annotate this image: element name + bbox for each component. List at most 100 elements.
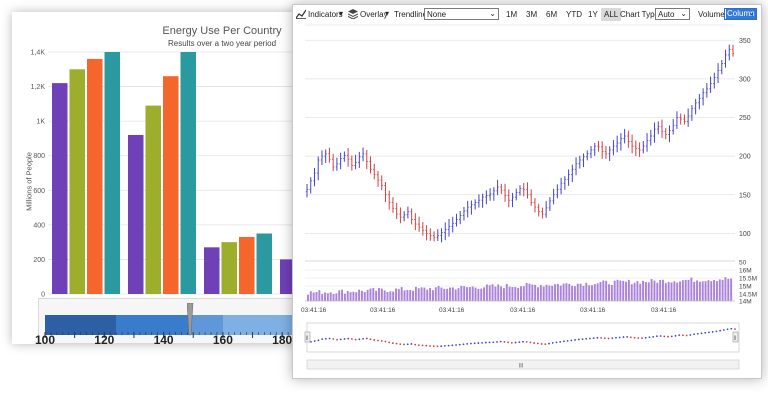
navigator-point xyxy=(391,342,394,344)
volume-bar xyxy=(480,288,483,301)
bar-chart: 0 200 400 600 800 1K 1,2K 1,4K xyxy=(31,50,298,299)
indicators-dropdown-icon[interactable]: ▾ xyxy=(339,9,344,18)
navigator-point xyxy=(559,340,562,343)
overlay-dropdown-icon[interactable]: ▾ xyxy=(385,9,390,18)
volume-bar xyxy=(556,283,559,301)
navigator-point xyxy=(730,327,733,330)
volume-bar xyxy=(571,285,574,301)
volume-bar xyxy=(477,288,480,301)
volume-bar xyxy=(656,282,659,301)
bar xyxy=(145,105,161,294)
volume-bar xyxy=(352,291,355,301)
navigator-point xyxy=(525,340,528,343)
range-button-1m[interactable]: 1M xyxy=(506,10,518,19)
bar xyxy=(239,236,255,294)
navigator-point xyxy=(708,331,710,334)
navigator-point xyxy=(529,341,532,344)
volume-bar xyxy=(622,280,625,301)
range-button-ytd[interactable]: YTD xyxy=(566,10,582,19)
y-tick-label: 800 xyxy=(33,153,45,160)
volume-bar xyxy=(420,287,423,301)
navigator-point xyxy=(328,337,331,340)
range-button-6m[interactable]: 6M xyxy=(546,10,558,19)
range-button-3m[interactable]: 3M xyxy=(526,10,538,19)
navigator-point xyxy=(343,338,346,340)
navigator-point xyxy=(618,336,621,339)
navigator-point xyxy=(503,341,506,343)
volume-bar xyxy=(488,285,491,301)
price-tick-label: 150 xyxy=(739,192,751,199)
navigator-scrollbar[interactable] xyxy=(306,359,740,370)
range-button-1y[interactable]: 1Y xyxy=(588,10,598,19)
bar xyxy=(52,83,68,294)
navigator-point xyxy=(667,335,669,338)
navigator-point xyxy=(321,338,324,340)
overlay-button[interactable]: Overlay xyxy=(360,10,388,19)
volume-bar xyxy=(713,280,716,301)
volume-bar xyxy=(335,293,338,301)
gauge-pointer[interactable] xyxy=(187,303,197,337)
volume-bar xyxy=(307,294,309,301)
price-tick-label: 200 xyxy=(739,154,751,161)
volume-bar xyxy=(554,284,557,301)
volume-bar xyxy=(375,290,378,301)
volume-bar xyxy=(582,285,585,301)
volume-bar xyxy=(730,278,733,301)
volume-bar xyxy=(505,284,508,301)
navigator-point xyxy=(499,340,502,343)
chart-type-select[interactable]: Auto ⌄ xyxy=(655,8,690,20)
volume-bar xyxy=(559,285,562,301)
volume-bar xyxy=(389,291,392,301)
y-tick-label: 200 xyxy=(33,257,45,264)
navigator-point xyxy=(462,343,465,346)
overlay-icon[interactable] xyxy=(348,9,358,19)
volume-bar xyxy=(451,287,454,301)
volume-bar xyxy=(534,284,537,301)
navigator-right-handle-glyph: ‖ xyxy=(734,336,736,342)
navigator-point xyxy=(403,343,405,346)
navigator-point xyxy=(611,337,614,340)
indicators-icon[interactable] xyxy=(296,9,306,19)
volume-bar xyxy=(608,284,610,301)
volume-bar xyxy=(366,289,369,301)
navigator-left-handle[interactable] xyxy=(304,331,311,343)
navigator-point xyxy=(633,336,636,339)
chevron-down-icon: ⌄ xyxy=(748,8,755,17)
navigator-point xyxy=(696,332,699,335)
volume-bar xyxy=(309,291,312,301)
volume-bar xyxy=(500,286,503,301)
navigator-point xyxy=(455,344,457,346)
linear-gauge[interactable]: 100 120 140 160 180 xyxy=(35,298,298,344)
volume-bar xyxy=(670,282,673,301)
volume-bar xyxy=(676,282,679,301)
volume-bar xyxy=(449,287,451,301)
navigator-point xyxy=(473,342,476,345)
navigator-point xyxy=(347,337,350,340)
trendline-select[interactable]: None ⌄ xyxy=(424,8,499,20)
volume-bar xyxy=(693,281,696,301)
volume-bar xyxy=(338,290,341,301)
navigator-right-handle[interactable] xyxy=(732,331,739,343)
indicators-button[interactable]: Indicators xyxy=(308,10,343,19)
navigator-point xyxy=(470,342,472,345)
navigator-point xyxy=(607,337,610,340)
navigator-point xyxy=(689,334,692,336)
navigator-point xyxy=(406,343,409,346)
volume-bar xyxy=(463,286,466,301)
volume-bar xyxy=(324,292,326,301)
navigator-point xyxy=(369,338,372,341)
volume-bar xyxy=(579,283,582,301)
navigator-point xyxy=(324,337,327,340)
navigator-point xyxy=(641,337,643,340)
gauge-label: 100 xyxy=(35,333,56,344)
range-button-all[interactable]: ALL xyxy=(601,8,622,21)
navigator-point xyxy=(540,343,543,345)
volume-select[interactable]: Column ⌄ xyxy=(724,8,757,20)
volume-bar xyxy=(602,280,605,301)
volume-bar xyxy=(591,285,593,301)
volume-tick-label: 14.5M xyxy=(739,292,757,299)
navigator-point xyxy=(734,328,736,330)
volume-bar xyxy=(403,290,406,301)
volume-bar xyxy=(568,283,571,301)
